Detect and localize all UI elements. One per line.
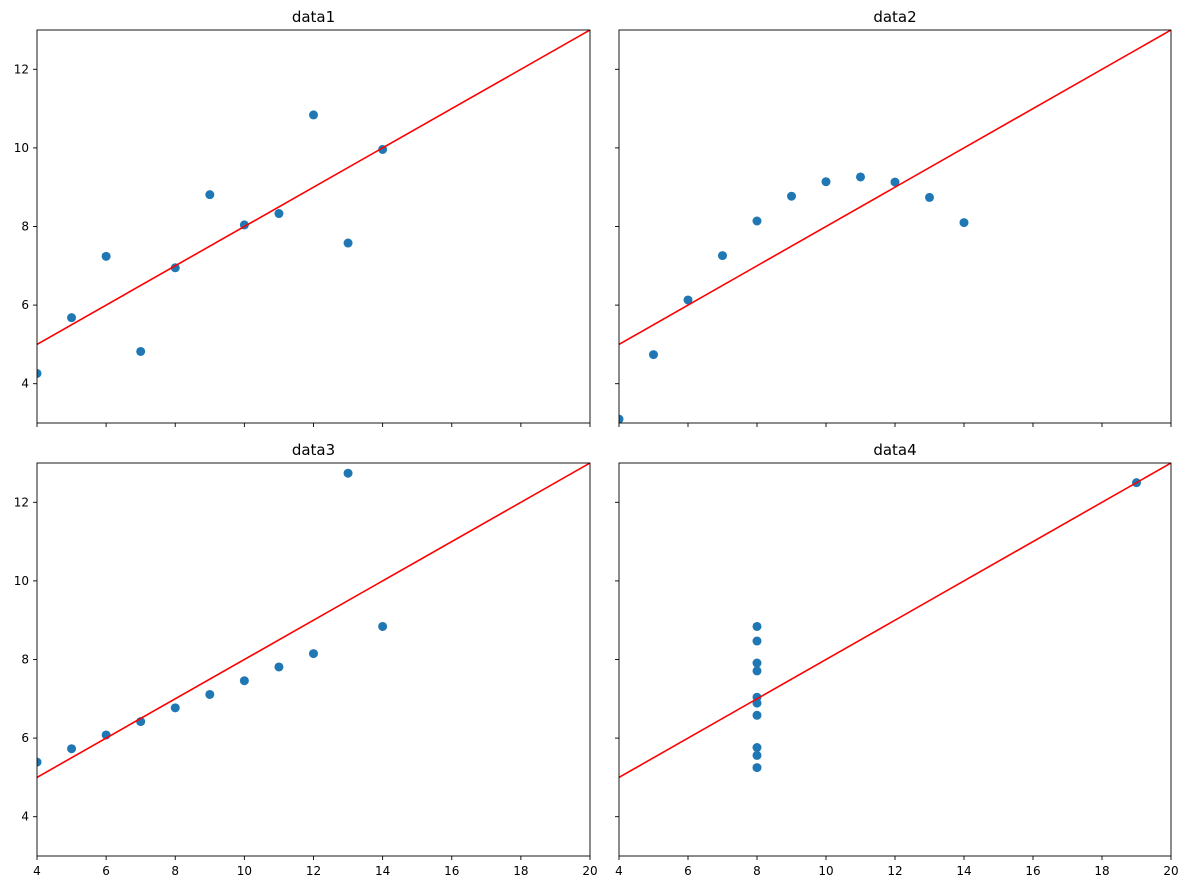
x-tick-label: 4 — [615, 864, 623, 878]
axes-frame — [36, 29, 591, 424]
data-point — [752, 710, 762, 720]
plot-area — [37, 463, 590, 779]
data-point — [752, 743, 762, 753]
data-point — [649, 350, 658, 360]
x-tick-label: 14 — [956, 864, 971, 878]
x-tick-label: 4 — [33, 864, 41, 878]
data-point — [718, 251, 727, 261]
fit-line — [619, 30, 1171, 346]
fit-line — [619, 463, 1171, 779]
plot-area — [619, 463, 1171, 779]
subplot-title: data1 — [292, 8, 335, 26]
data-point — [752, 750, 762, 760]
subplot-data1: data1 4 6 8 10 12 — [14, 8, 591, 427]
data-point — [752, 666, 762, 676]
data-point — [170, 703, 180, 713]
data-point — [170, 263, 180, 273]
axes-frame — [618, 29, 1172, 424]
data-point — [309, 649, 318, 659]
data-point — [752, 658, 762, 668]
y-tick-label: 12 — [14, 62, 29, 76]
y-tick-label: 8 — [21, 653, 29, 667]
x-tick-label: 14 — [375, 864, 390, 878]
y-tick-label: 6 — [21, 298, 29, 312]
subplot-title: data2 — [873, 8, 916, 26]
data-point — [619, 414, 624, 423]
y-tick-label: 8 — [21, 220, 29, 234]
data-point — [890, 177, 900, 187]
data-point — [752, 621, 762, 631]
x-tick-label: 20 — [1163, 864, 1178, 878]
y-tick-label: 12 — [14, 495, 29, 509]
data-point — [136, 346, 146, 356]
y-tick-label: 4 — [21, 810, 29, 824]
data-point — [67, 313, 77, 323]
fit-line — [37, 463, 590, 779]
data-point — [205, 689, 215, 699]
data-point — [101, 251, 111, 261]
data-point — [343, 468, 353, 478]
y-tick-label: 4 — [21, 377, 29, 391]
data-point — [959, 218, 969, 228]
x-tick-label: 10 — [818, 864, 833, 878]
data-point — [205, 190, 215, 200]
data-point — [787, 191, 796, 201]
axes-frame — [36, 462, 591, 857]
data-point — [752, 636, 762, 646]
x-tick-label: 16 — [1025, 864, 1040, 878]
x-tick-label: 10 — [237, 864, 252, 878]
subplot-data2: data2 — [615, 8, 1172, 427]
x-tick-label: 18 — [1094, 864, 1109, 878]
subplot-data4: data4 4 6 8 10 12 14 16 18 20 — [615, 441, 1179, 878]
data-point — [821, 177, 831, 187]
data-point — [752, 216, 762, 226]
data-point — [37, 757, 42, 767]
data-point — [37, 368, 42, 378]
y-tick-label: 6 — [21, 731, 29, 745]
fit-line — [37, 30, 590, 346]
y-tick-label: 10 — [14, 574, 29, 588]
data-point — [239, 676, 249, 686]
data-point — [856, 172, 865, 182]
x-tick-label: 8 — [753, 864, 761, 878]
plot-area — [619, 30, 1171, 423]
data-point — [925, 192, 934, 202]
axes-frame — [618, 462, 1172, 857]
subplot-data3: data3 4 6 8 10 12 14 16 18 20 4 6 8 10 12 — [14, 441, 598, 878]
x-tick-label: 12 — [887, 864, 902, 878]
x-tick-label: 6 — [102, 864, 110, 878]
subplot-title: data4 — [873, 441, 916, 459]
data-point — [309, 110, 318, 120]
data-point — [683, 295, 693, 305]
plot-area — [37, 30, 590, 378]
x-tick-label: 16 — [444, 864, 459, 878]
x-tick-label: 6 — [684, 864, 692, 878]
x-tick-label: 20 — [582, 864, 597, 878]
data-point — [343, 238, 353, 248]
data-point — [274, 209, 284, 219]
subplot-title: data3 — [292, 441, 335, 459]
data-point — [274, 662, 284, 672]
x-tick-label: 12 — [306, 864, 321, 878]
x-tick-label: 8 — [171, 864, 179, 878]
data-point — [378, 621, 388, 631]
y-tick-label: 10 — [14, 141, 29, 155]
data-point — [67, 744, 77, 754]
x-tick-label: 18 — [513, 864, 528, 878]
data-point — [752, 763, 762, 773]
